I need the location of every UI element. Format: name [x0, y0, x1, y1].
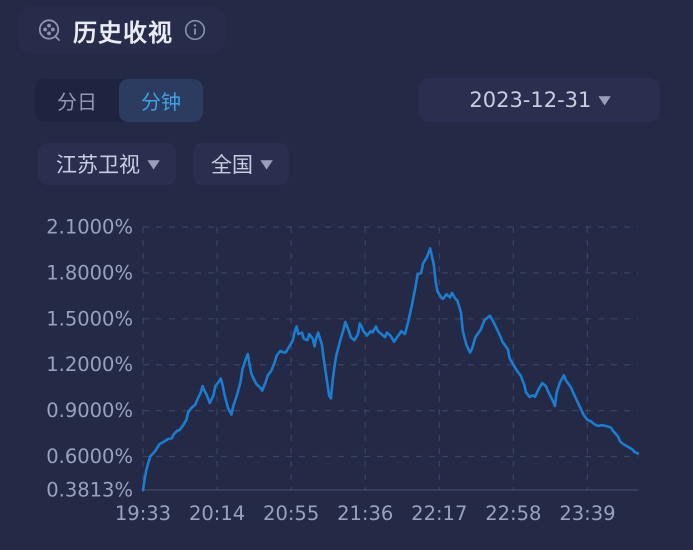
y-axis-tick-label: 0.9000% [46, 399, 133, 422]
page-title: 历史收视 [73, 18, 173, 47]
date-picker[interactable]: 2023-12-31 ▼ [419, 78, 660, 122]
tab-by-minute[interactable]: 分钟 [119, 79, 203, 122]
x-axis-tick-label: 20:14 [189, 502, 245, 525]
region-dropdown-value: 全国 [211, 153, 253, 177]
y-axis-tick-label: 1.2000% [46, 353, 133, 376]
y-axis-tick-label: 1.8000% [46, 261, 133, 284]
y-axis-tick-label: 0.3813% [46, 479, 133, 502]
chevron-down-icon: ▼ [147, 157, 160, 171]
channel-dropdown[interactable]: 江苏卫视 ▼ [38, 143, 177, 185]
viewership-line-chart[interactable]: 19:33 20:14 20:55 21:36 22:17 22:58 23:39 2.100… [0, 205, 693, 546]
channel-dropdown-value: 江苏卫视 [56, 153, 140, 177]
x-axis-tick-label: 20:55 [263, 502, 319, 525]
x-axis-tick-label: 22:58 [485, 502, 541, 525]
chevron-down-icon: ▼ [260, 157, 273, 171]
y-axis-tick-label: 1.5000% [46, 307, 133, 330]
chevron-down-icon: ▼ [598, 93, 612, 107]
x-axis-tick-label: 19:33 [115, 502, 171, 525]
film-reel-icon [36, 17, 63, 44]
page-header: 历史收视 [18, 6, 225, 54]
ratings-line-series [141, 247, 640, 492]
x-axis-tick-label: 23:39 [559, 502, 615, 525]
tab-by-day[interactable]: 分日 [57, 90, 97, 114]
granularity-tabs: 分日 分钟 [35, 79, 203, 122]
chart-area[interactable]: 19:33 20:14 20:55 21:36 22:17 22:58 23:39 2.100… [0, 205, 693, 546]
x-axis-tick-label: 21:36 [337, 502, 393, 525]
y-axis-tick-label: 2.1000% [46, 216, 133, 239]
region-dropdown[interactable]: 全国 ▼ [193, 143, 290, 185]
y-axis-tick-label: 0.6000% [46, 445, 133, 468]
x-axis-tick-label: 22:17 [411, 502, 467, 525]
info-icon[interactable] [183, 18, 207, 42]
date-picker-value: 2023-12-31 [469, 88, 592, 112]
